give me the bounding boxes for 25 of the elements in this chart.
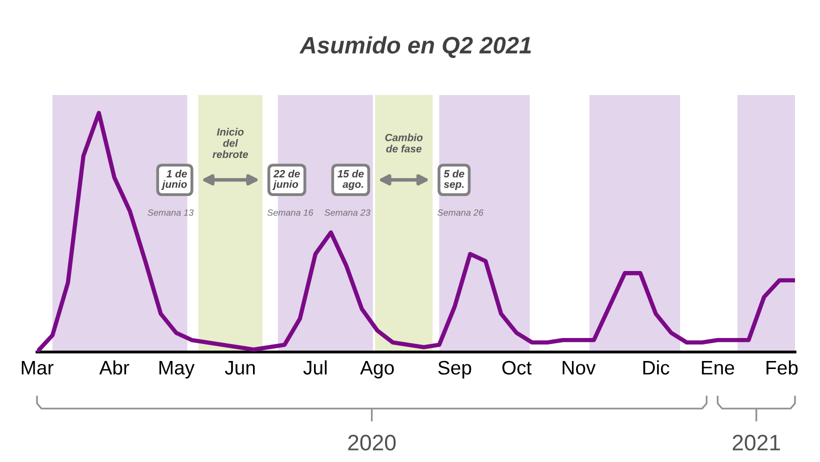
text: 2021 — [732, 434, 780, 450]
x-tick-label: Sep — [438, 360, 472, 378]
x-tick-label: Ago — [360, 361, 394, 378]
annotation: Semana 13 — [148, 209, 194, 216]
chart-title: Asumido en Q2 2021 — [299, 36, 531, 58]
annotation: Semana 16 — [267, 209, 314, 216]
annotation: 1 de junio — [161, 170, 187, 190]
annotation: Semana 23 — [324, 209, 370, 216]
x-tick-label: Feb — [766, 360, 798, 375]
x-tick-label: Oct — [502, 360, 532, 375]
x-tick-label: May — [159, 361, 195, 378]
x-tick-label: Mar — [22, 361, 54, 375]
text: 2020 — [348, 434, 396, 450]
annotation: Semana 26 — [438, 209, 484, 216]
band-label: Inicio del rebrote — [212, 128, 248, 158]
band-label: Cambio de fase — [385, 134, 423, 152]
annotation: 5 de sep. — [444, 170, 464, 190]
annotation: 15 de ago. — [338, 170, 364, 190]
x-tick-label: Abr — [99, 360, 130, 375]
x-tick-label: Ene — [702, 361, 734, 375]
x-tick-label: Nov — [562, 361, 596, 375]
x-tick-label: Dic — [643, 360, 670, 375]
x-tick-label: Jun — [224, 361, 255, 375]
x-tick-label: Jul — [303, 360, 327, 375]
annotation: 22 de junio — [272, 170, 300, 190]
